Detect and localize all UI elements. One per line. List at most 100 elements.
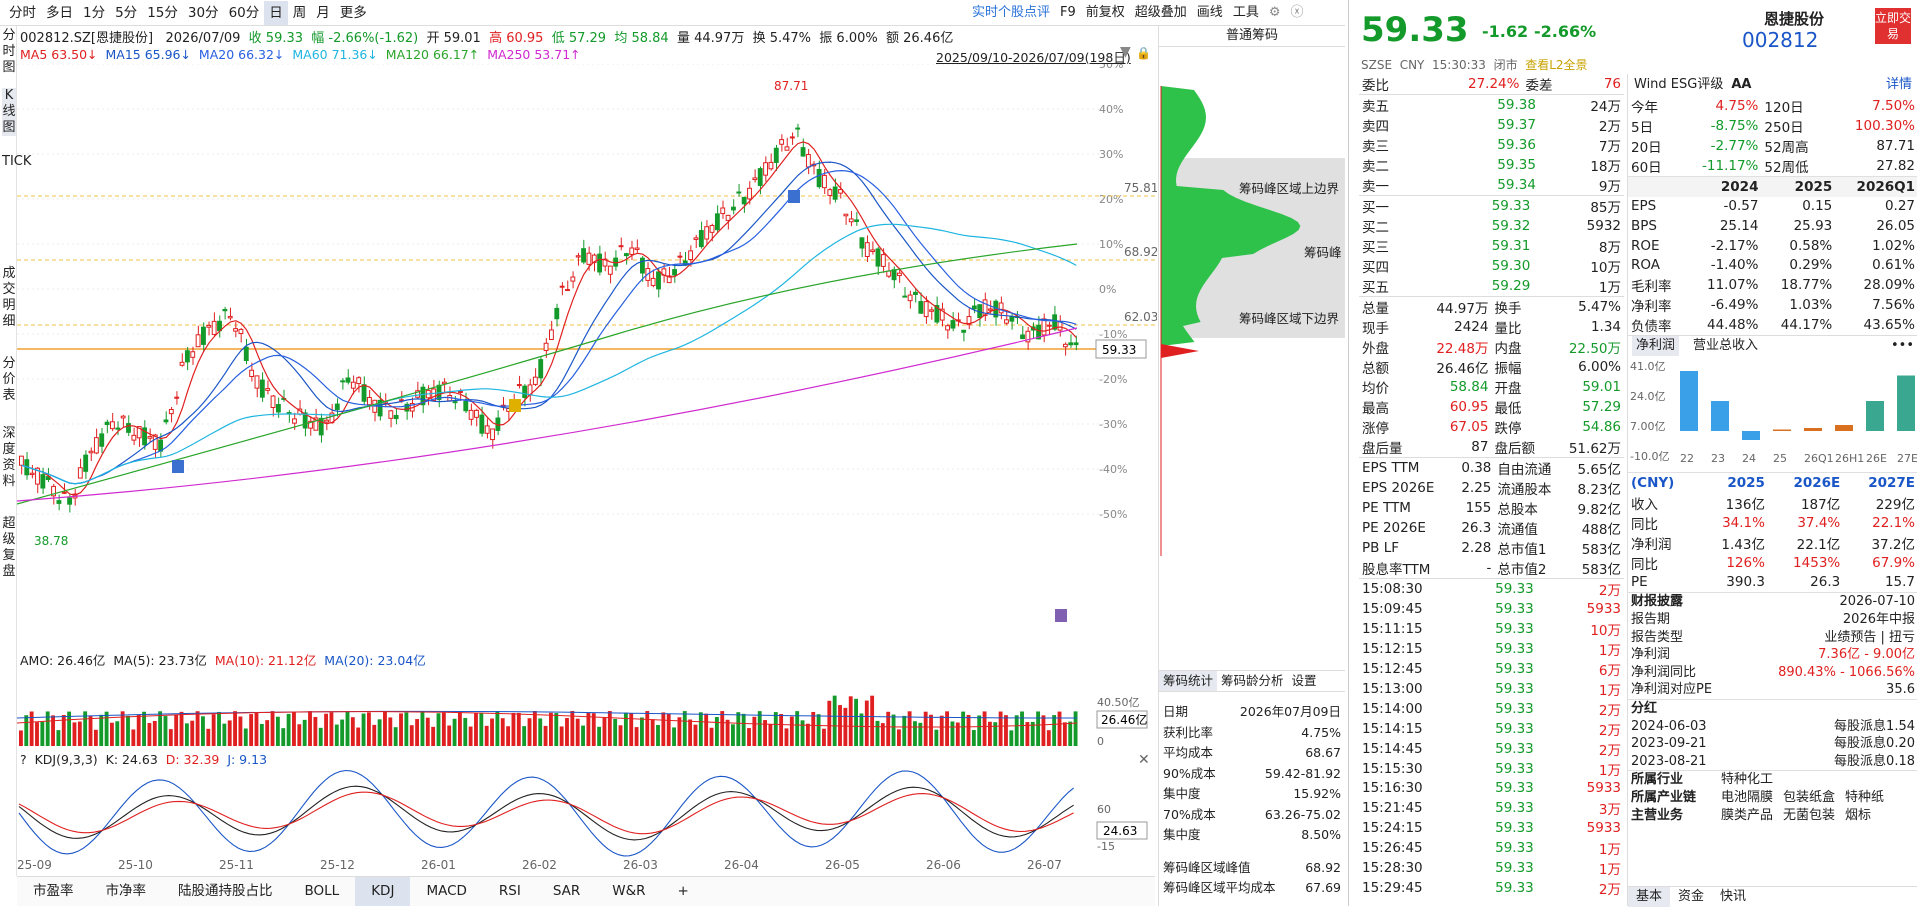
amo-bar [714,717,719,746]
chip-tab-stats[interactable]: 筹码统计 [1159,671,1218,691]
fin-table-cell: -0.57 [1723,198,1759,215]
stat-cell: 内盘 [1494,341,1522,357]
kdj-chart[interactable]: 60 -15 24.63 [17,768,1157,858]
period-tab-more[interactable]: 更多 [339,4,367,21]
forecast-cell: (CNY) [1631,474,1675,491]
amo-bar [1057,711,1062,746]
stock-review-link[interactable]: 实时个股点评 [972,5,1051,20]
sidebar-item-price-table[interactable]: 分价表 [2,356,16,403]
amo-bar [848,696,853,746]
period-tab-fenshi[interactable]: 分时 [9,4,36,21]
period-tab-day[interactable]: 日 [264,0,288,25]
tab-pe[interactable]: 市盈率 [33,883,74,899]
sidebar-item-tick[interactable]: TICK [2,154,32,169]
candle [99,433,105,447]
sidebar-item-trades[interactable]: 成交明细 [2,266,16,329]
kdj-d-line [18,791,1074,835]
range-dropdown-icon[interactable]: ▼ [1120,44,1131,60]
tab-wr[interactable]: W&R [612,883,646,899]
tab-net-profit[interactable]: 净利润 [1632,335,1680,356]
tab-kdj[interactable]: KDJ [355,877,411,906]
amo-bar [383,711,387,746]
amo-bar [929,714,933,746]
period-tab-week[interactable]: 周 [292,4,307,21]
lock-icon[interactable]: 🔒 [1136,46,1151,60]
sidebar-item-fenshi[interactable]: 分时图 [2,28,16,75]
forecast-cell: 1.43亿 [1721,536,1765,553]
tab-hk-holding[interactable]: 陆股通持股占比 [178,883,273,899]
tools-button[interactable]: 工具 [1232,5,1259,20]
chip-tab-settings[interactable]: 设置 [1291,673,1317,688]
tab-macd[interactable]: MACD [426,883,467,899]
period-tab-15min[interactable]: 15分 [147,4,178,21]
amo-bar [950,721,955,746]
tick-cell: 15:21:45 [1362,800,1423,817]
tab-pb[interactable]: 市净率 [105,883,147,899]
f9-button[interactable]: F9 [1060,5,1076,20]
amo-bar [270,711,275,746]
chip-tab-age[interactable]: 筹码龄分析 [1221,673,1284,688]
amo-bar [805,723,810,746]
l2-link[interactable]: 查看L2全景 [1525,58,1588,72]
perf-cell: 87.71 [1876,138,1915,154]
tab-sar[interactable]: SAR [552,883,581,899]
chip-peak-label: 筹码峰 [1304,245,1342,260]
period-tab-multiday[interactable]: 多日 [46,4,73,21]
disclosure-header: 财报披露 2026-07-10 [1631,594,1915,610]
min-price-label: 38.78 [34,534,68,548]
amo-bar [318,727,323,746]
tick-cell: 59.33 [1495,620,1534,637]
amo-bar [275,716,280,746]
candle [822,174,827,189]
esg-detail-link[interactable]: 详情 [1885,77,1912,92]
period-tab-60min[interactable]: 60分 [228,4,260,21]
amo-bar [1062,722,1067,746]
date-range-label[interactable]: 2025/09/10-2026/07/09(198日) [936,50,1131,65]
sidebar-item-review[interactable]: 超级复盘 [2,516,16,579]
tick-cell: 3万 [1598,802,1621,819]
tab-rsi[interactable]: RSI [498,883,521,899]
period-tab-1min[interactable]: 1分 [83,4,106,21]
price-chart[interactable]: 50% 40% 30% 20% 10% 0% -10% -20% -30% -40% -50% 87… [17,64,1157,654]
tab-news[interactable]: 快讯 [1720,889,1747,904]
amo-bar [875,720,880,746]
kdj-close-icon[interactable]: ✕ [1138,752,1150,768]
tab-basic[interactable]: 基本 [1628,887,1671,907]
max-price-label: 87.71 [774,79,808,93]
candle [88,450,94,454]
sidebar-item-depth[interactable]: 深度资料 [2,426,16,489]
dividend-section: 分红 2024-06-03 每股派息1.54 2023-09-21 每股派息0.20 20… [1628,698,1917,771]
sell-level-cell: 59.37 [1497,117,1536,133]
fin-table-cell: 2025 [1794,178,1833,195]
tab-revenue[interactable]: 营业总收入 [1693,337,1759,353]
chip-histogram[interactable] [1159,86,1345,556]
left-sidebar: 分时图 K线图 TICK 成交明细 分价表 深度资料 超级复盘 [0,26,32,876]
candle [559,285,565,288]
x-axis-labels: 25-09 25-10 25-11 25-12 26-01 26-02 26-03 26-04… [17,858,1157,874]
period-tab-30min[interactable]: 30分 [187,4,219,21]
trade-button[interactable]: 立即交易 [1875,8,1911,44]
tab-add-button[interactable]: + [677,883,689,899]
candle [292,418,297,424]
close-icon[interactable]: ⓧ [1290,5,1304,20]
tab-boll[interactable]: BOLL [304,883,340,899]
close-label: 收 59.33 [248,31,304,46]
fin-table-cell: 44.17% [1780,316,1833,333]
profit-x-tick: 22 [1680,452,1694,465]
tab-capital[interactable]: 资金 [1678,889,1705,904]
amo-chart[interactable]: 40.50亿 0 26.46亿 [17,668,1157,750]
overlay-button[interactable]: 超级叠加 [1134,5,1187,20]
period-tab-month[interactable]: 月 [316,4,330,21]
period-tab-5min[interactable]: 5分 [115,4,138,21]
sell-level-cell: 卖二 [1362,159,1389,175]
draw-button[interactable]: 画线 [1196,5,1223,20]
profit-chart[interactable]: 41.0亿 24.0亿 7.00亿 -10.0亿 22 23 24 25 26Q1 26H1 26E… [1628,356,1917,468]
gear-icon[interactable]: ⚙ [1268,5,1281,20]
candle [859,237,865,249]
more-icon[interactable]: ••• [1890,337,1914,353]
sidebar-item-kline[interactable]: K线图 [2,88,16,136]
tick-cell: 2万 [1598,722,1621,739]
candle [789,136,795,139]
forecast-cell: 229亿 [1875,496,1915,513]
adjust-button[interactable]: 前复权 [1085,5,1125,20]
